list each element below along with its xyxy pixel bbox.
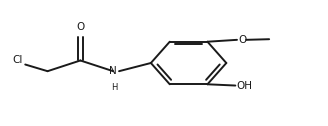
Text: O: O: [238, 35, 247, 45]
Text: OH: OH: [236, 81, 252, 91]
Text: O: O: [76, 22, 85, 32]
Text: N: N: [109, 66, 117, 76]
Text: H: H: [111, 83, 117, 92]
Text: Cl: Cl: [13, 55, 23, 66]
